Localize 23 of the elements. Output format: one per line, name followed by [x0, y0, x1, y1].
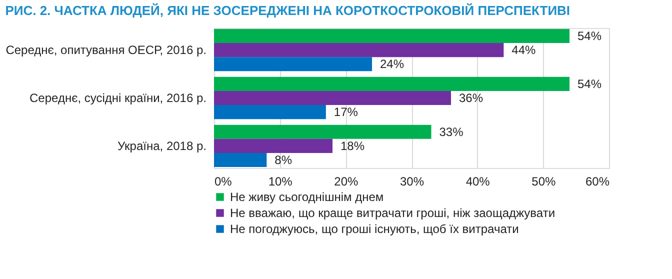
data-label: 24% — [380, 57, 404, 72]
data-label: 54% — [578, 28, 602, 43]
x-tick-label: 60% — [585, 174, 610, 188]
x-tick-label: 0% — [214, 174, 232, 188]
data-label: 18% — [340, 138, 365, 153]
y-tick-label: Середнє, опитування ОЕСР, 2016 р. — [6, 43, 206, 58]
data-label: 17% — [334, 105, 358, 120]
y-tick-label: Середнє, сусідні країни, 2016 р. — [30, 91, 206, 105]
data-label: 36% — [459, 91, 484, 105]
legend-label: Не живу сьогоднішнім днем — [230, 190, 384, 204]
legend-label: Не вважаю, що краще витрачати гроші, ніж заощаджувати — [230, 206, 556, 220]
x-tick-label: 50% — [532, 174, 556, 188]
x-tick-label: 20% — [334, 174, 358, 188]
data-label: 8% — [274, 153, 292, 168]
x-tick-label: 40% — [466, 174, 490, 188]
data-label: 33% — [439, 124, 464, 139]
chart-title: РИС. 2. ЧАСТКА ЛЮДЕЙ, ЯКІ НЕ ЗОСЕРЕДЖЕНІ НА КОРОТКОСТРОКОВІЙ ПЕРСПЕКТИВІ — [5, 3, 570, 18]
x-tick-label: 30% — [400, 174, 424, 188]
data-label: 54% — [578, 76, 602, 91]
data-label: 44% — [512, 43, 536, 58]
legend-label: Не погоджуюсь, що гроші існують, щоб їх витрачати — [230, 222, 519, 236]
y-tick-label: Україна, 2018 р. — [117, 138, 206, 153]
x-tick-label: 10% — [268, 174, 293, 188]
